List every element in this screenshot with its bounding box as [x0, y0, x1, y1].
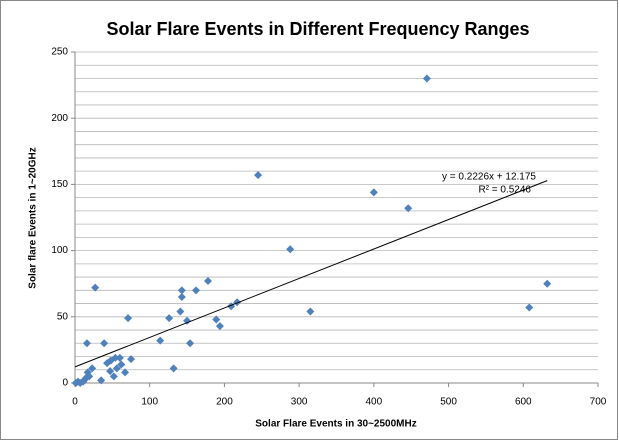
point — [97, 376, 106, 385]
point — [369, 188, 378, 197]
point — [115, 353, 124, 362]
point — [117, 360, 126, 369]
x-tick-label: 700 — [590, 397, 607, 408]
point — [186, 339, 195, 348]
x-tick-label: 0 — [72, 397, 78, 408]
point — [106, 367, 115, 376]
y-axis-label: Solar flare Events in 1~20GHz — [28, 147, 39, 288]
chart-title: Solar Flare Events in Different Frequenc… — [106, 19, 529, 39]
point — [177, 292, 186, 301]
point — [543, 279, 552, 288]
x-tick-label: 400 — [366, 397, 383, 408]
point — [286, 245, 295, 254]
point — [404, 204, 413, 213]
x-tick-label: 600 — [515, 397, 532, 408]
point — [176, 307, 185, 316]
y-tick-label: 100 — [51, 245, 68, 256]
point — [85, 372, 94, 381]
point — [121, 368, 130, 377]
point — [109, 372, 118, 381]
trendline — [74, 180, 548, 368]
point — [525, 303, 534, 312]
point — [82, 339, 91, 348]
y-tick-label: 0 — [62, 378, 68, 389]
point — [156, 336, 165, 345]
trendline-r2: R² = 0.5246 — [478, 185, 531, 196]
trendline-equation: y = 0.2226x + 12.175 — [442, 172, 536, 183]
point — [192, 286, 201, 295]
point — [306, 307, 315, 316]
point — [177, 286, 186, 295]
point — [111, 353, 120, 362]
point — [215, 322, 224, 331]
point — [112, 364, 121, 373]
point — [422, 74, 431, 83]
y-tick-label: 250 — [51, 47, 68, 58]
x-tick-label: 200 — [216, 397, 233, 408]
x-tick-label: 100 — [141, 397, 158, 408]
point — [127, 355, 136, 364]
x-tick-label: 500 — [440, 397, 457, 408]
y-tick-label: 200 — [51, 113, 68, 124]
point — [91, 283, 100, 292]
point — [203, 277, 212, 286]
point — [212, 315, 221, 324]
y-tick-label: 50 — [57, 311, 69, 322]
point — [88, 364, 97, 373]
point — [183, 316, 192, 325]
point — [124, 314, 133, 323]
point — [165, 314, 174, 323]
y-tick-label: 150 — [51, 179, 68, 190]
point — [254, 171, 263, 180]
point — [169, 364, 178, 373]
point — [100, 339, 109, 348]
x-axis-label: Solar Flare Events in 30~2500MHz — [255, 419, 416, 430]
x-tick-label: 300 — [291, 397, 308, 408]
